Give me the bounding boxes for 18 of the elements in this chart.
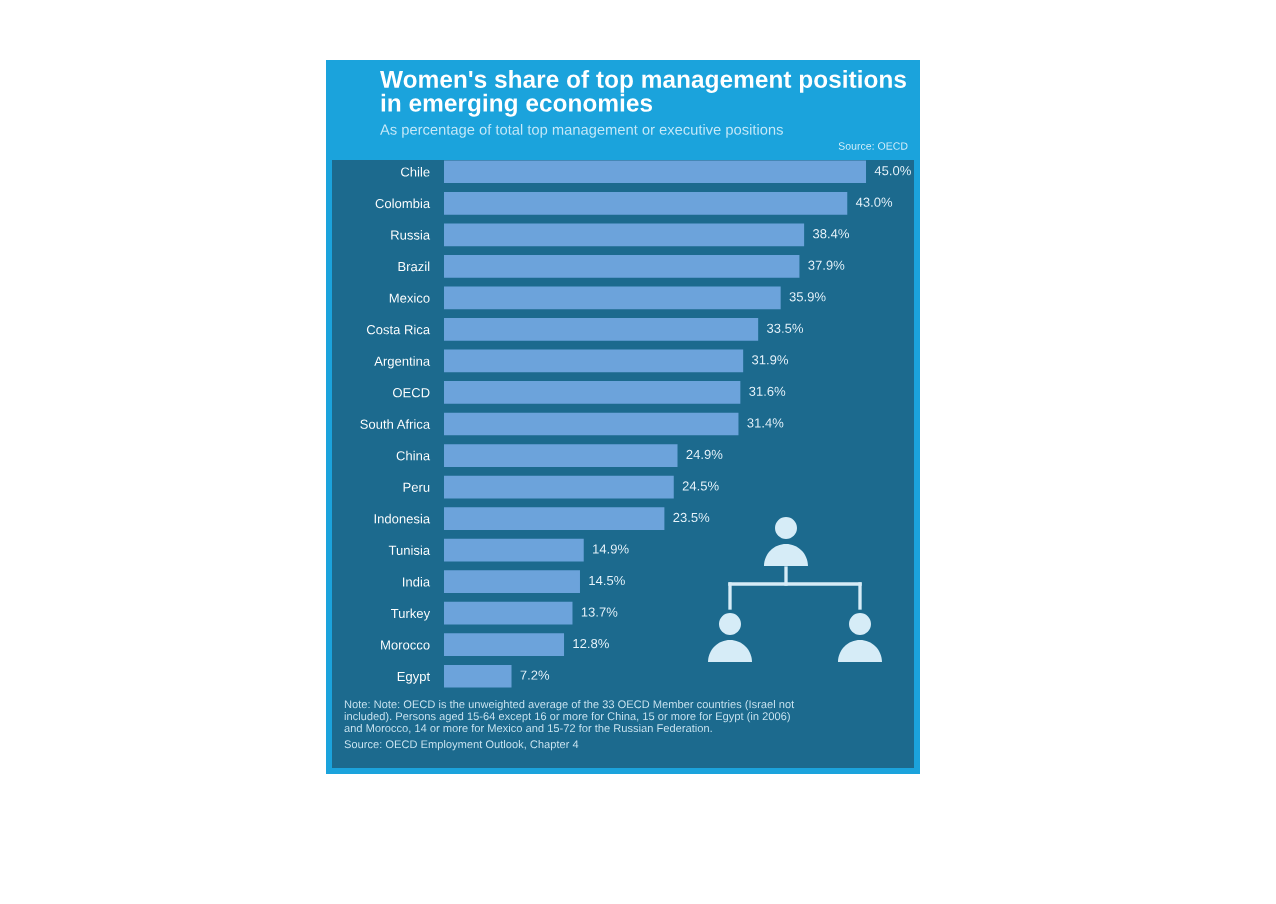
bar [444, 381, 741, 404]
bar [444, 601, 573, 625]
bar [444, 444, 678, 467]
bar [444, 475, 674, 499]
bar [444, 191, 848, 215]
bar [444, 412, 739, 436]
bar [444, 507, 665, 530]
bar [444, 286, 781, 310]
bar [444, 570, 580, 593]
bar [444, 160, 867, 184]
bar [444, 223, 805, 247]
bar [444, 538, 584, 562]
chart-title: Women's share of top management positions in emerging economies [380, 70, 906, 117]
bar [444, 255, 800, 278]
bar [444, 664, 512, 688]
bar [444, 318, 759, 341]
bar [444, 349, 744, 373]
bar [444, 633, 565, 657]
